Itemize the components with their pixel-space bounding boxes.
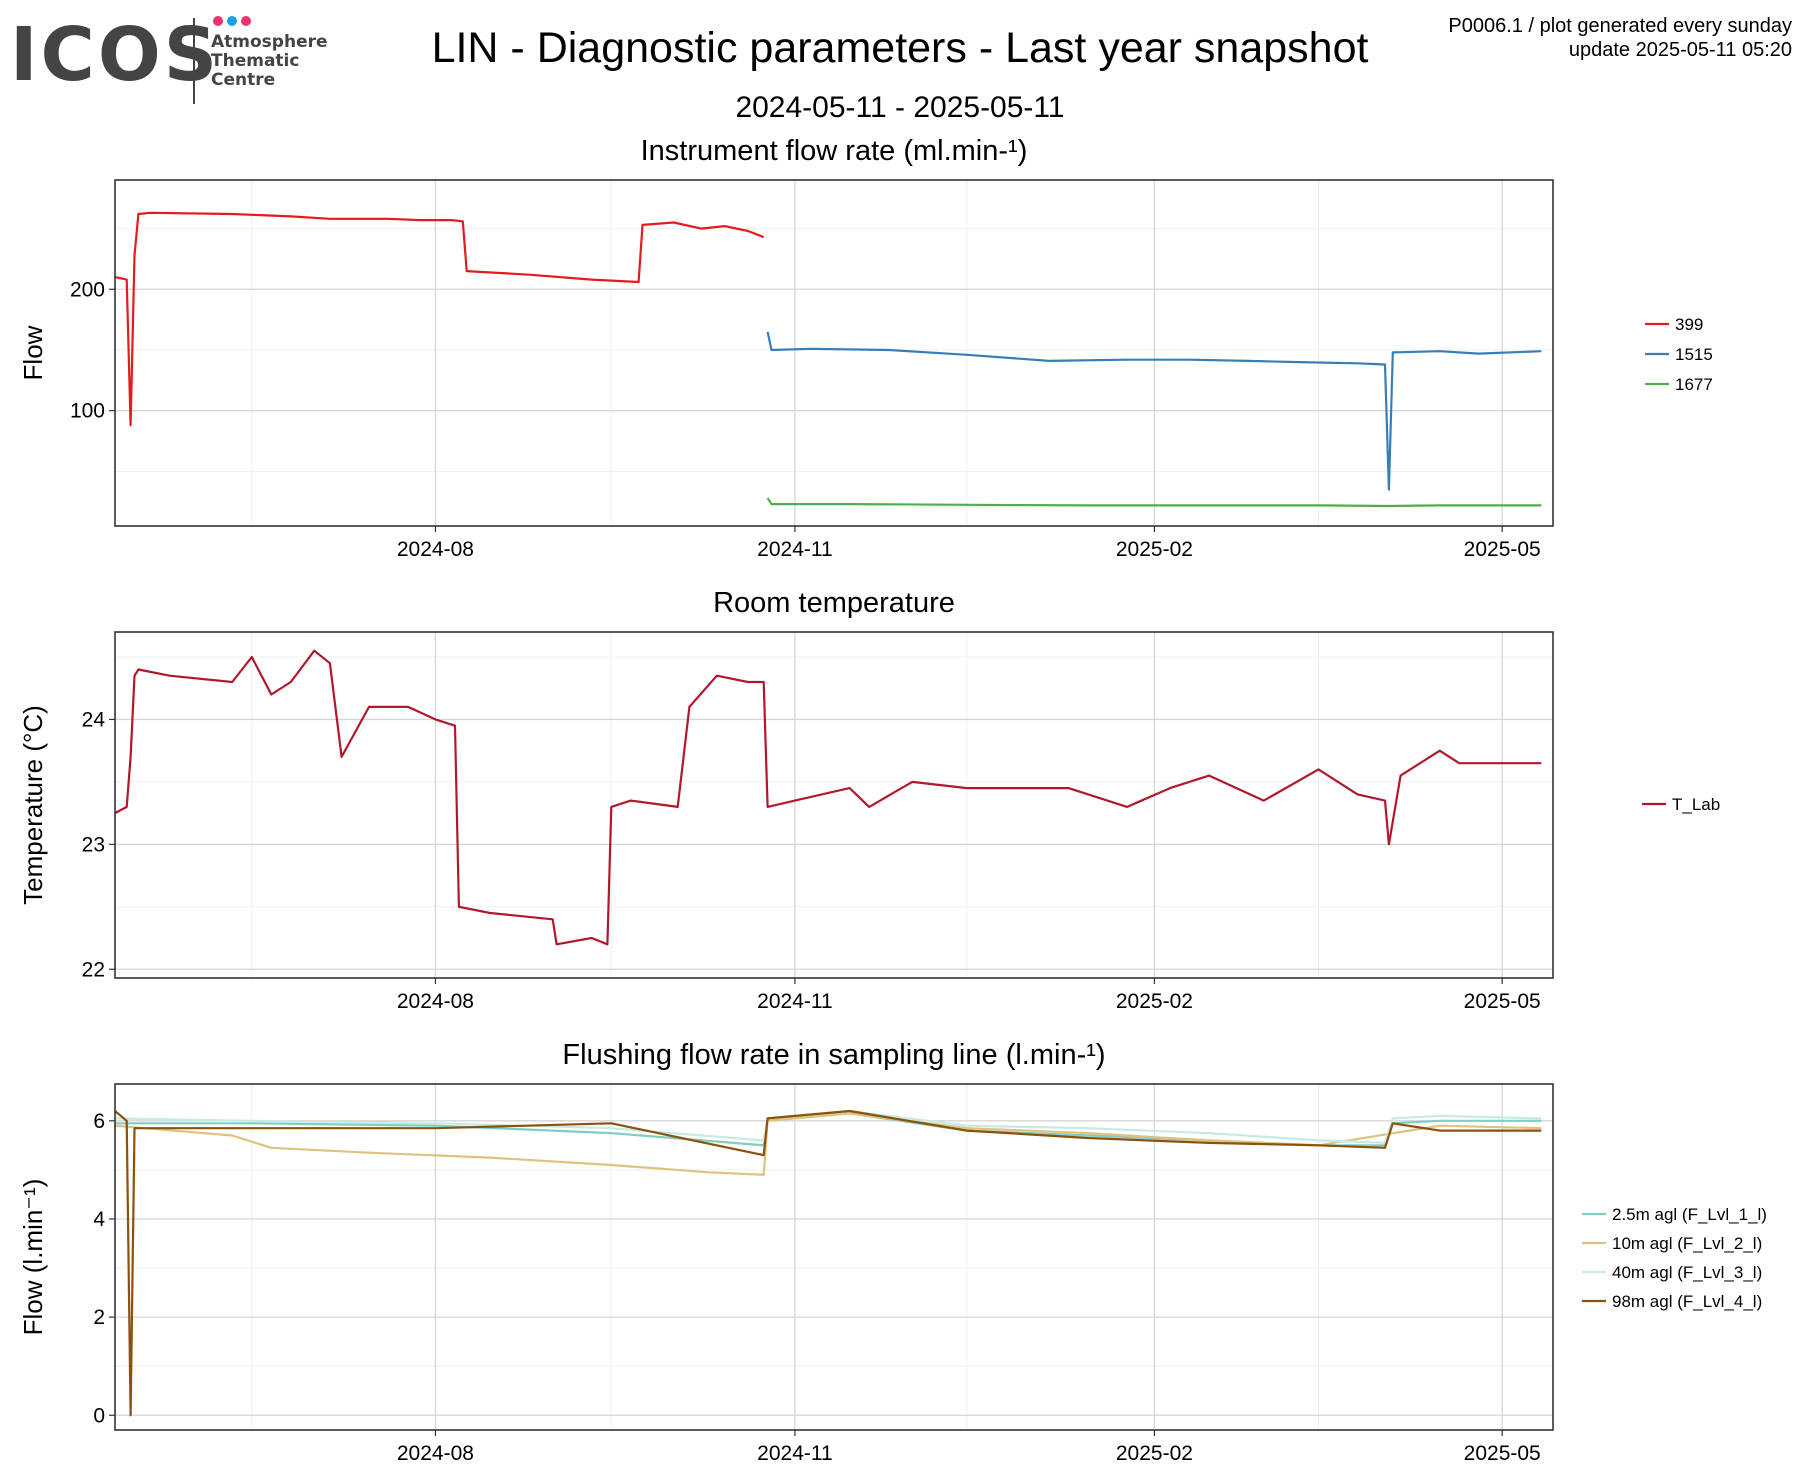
logo-dot [213,16,223,26]
x-tick-label: 2024-11 [757,538,833,561]
meta-line: update 2025-05-11 05:20 [1568,39,1792,61]
legend-label: 1677 [1675,375,1713,394]
series-line [114,649,1542,946]
chart-panel: Room temperature 2024-08 2024-11 2025-02 202… [18,587,1720,1013]
x-tick-label: 2024-08 [397,990,474,1013]
series-line [766,497,1542,508]
date-range: 2024-05-11 - 2025-05-11 [735,91,1065,124]
y-tick-label: 2 [93,1306,105,1329]
x-tick-label: 2024-08 [397,538,474,561]
logo-sub-line: Thematic [211,51,300,71]
chart-panel: Instrument flow rate (ml.min-¹) 2024-08 20… [18,135,1713,561]
y-axis-label: Flow (l.min⁻¹) [18,1179,48,1336]
plot-frame [114,179,1554,527]
x-tick-label: 2025-02 [1116,990,1193,1013]
series-line [114,1109,1542,1145]
legend-label: 10m agl (F_Lvl_2_l) [1612,1234,1762,1253]
x-tick-label: 2025-02 [1116,538,1193,561]
logo-subtitle: Atmosphere Thematic Centre [211,33,328,90]
plot-frame [114,631,1554,979]
chart-panel: Flushing flow rate in sampling line (l.m… [18,1039,1767,1465]
plot-frame [114,1083,1554,1431]
y-tick-label: 100 [70,400,105,423]
x-tick-label: 2025-05 [1464,1442,1541,1465]
y-axis-label: Temperature (°C) [18,705,48,905]
x-tick-label: 2024-08 [397,1442,474,1465]
series-line [114,1112,1542,1176]
y-tick-label: 6 [93,1110,105,1133]
page-title: LIN - Diagnostic parameters - Last year … [431,24,1369,72]
x-tick-label: 2025-05 [1464,990,1541,1013]
y-tick-label: 23 [82,833,105,856]
y-tick-label: 24 [82,708,106,731]
legend-label: 1515 [1675,345,1713,364]
x-tick-label: 2024-11 [757,990,833,1013]
series-line [766,331,1542,491]
chart-title: Instrument flow rate (ml.min-¹) [641,135,1028,167]
y-tick-label: 4 [93,1208,105,1231]
logo-dot [227,16,237,26]
legend-label: 2.5m agl (F_Lvl_1_l) [1612,1205,1767,1224]
logo-sub-line: Centre [211,70,276,90]
series-line [114,211,765,427]
x-tick-label: 2024-11 [757,1442,833,1465]
logo-divider [193,18,195,104]
logo-sub-line: Atmosphere [211,32,328,52]
y-tick-label: 0 [93,1404,105,1427]
y-tick-label: 200 [70,278,105,301]
icos-logo: ICOS [10,12,221,98]
logo-dot [241,16,251,26]
y-tick-label: 22 [82,958,105,981]
legend-label: 40m agl (F_Lvl_3_l) [1612,1263,1762,1282]
meta-line: P0006.1 / plot generated every sunday [1448,15,1792,37]
x-tick-label: 2025-02 [1116,1442,1193,1465]
chart-title: Flushing flow rate in sampling line (l.m… [562,1039,1105,1071]
legend-label: T_Lab [1672,795,1720,814]
legend-label: 98m agl (F_Lvl_4_l) [1612,1292,1762,1311]
chart-title: Room temperature [713,587,955,619]
legend-label: 399 [1675,315,1703,334]
y-axis-label: Flow [18,325,48,380]
x-tick-label: 2025-05 [1464,538,1541,561]
generation-info: P0006.1 / plot generated every sunday up… [1448,14,1792,62]
series-line [114,1109,1542,1417]
